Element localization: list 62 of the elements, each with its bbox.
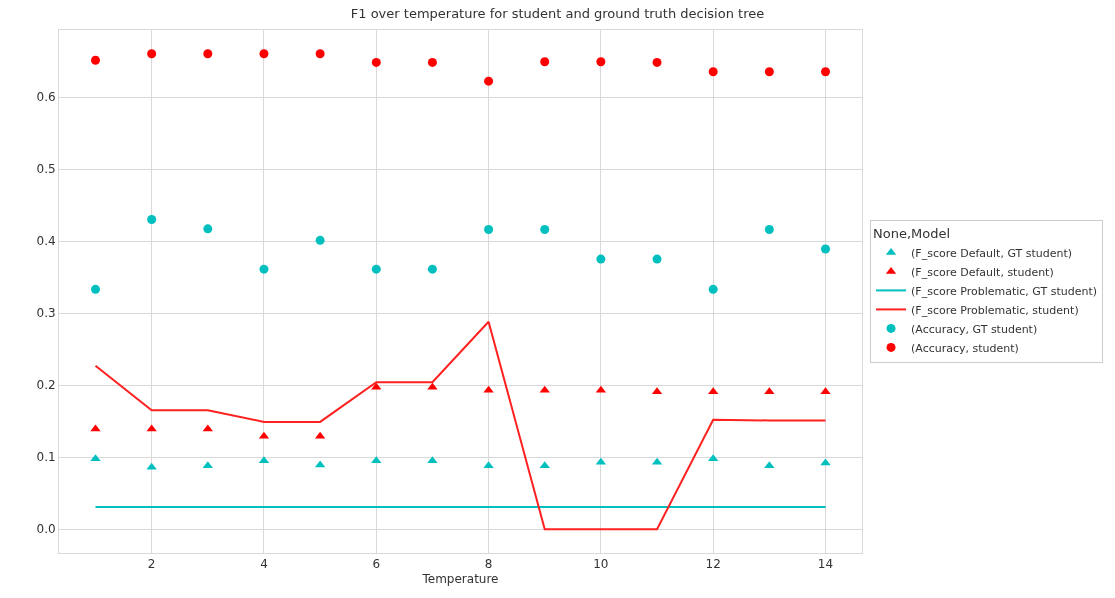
- point: [764, 67, 774, 77]
- legend-label: (F_score Default, student): [911, 265, 1054, 279]
- point: [371, 456, 382, 464]
- point: [821, 244, 830, 254]
- point: [764, 225, 774, 235]
- point: [90, 424, 101, 432]
- point: [484, 76, 494, 86]
- y-tick-label: 0.5: [36, 162, 56, 177]
- point: [821, 67, 830, 77]
- legend-title: None,Model: [873, 225, 951, 241]
- point: [259, 49, 269, 59]
- point: [147, 214, 157, 224]
- x-tick-label: 8: [484, 557, 493, 572]
- legend-label: (Accuracy, GT student): [911, 322, 1038, 336]
- y-tick-label: 0.3: [36, 306, 56, 321]
- x-tick-label: 6: [372, 557, 381, 572]
- point: [146, 462, 157, 470]
- point: [596, 254, 606, 264]
- legend-label: (Accuracy, student): [911, 341, 1019, 355]
- point: [91, 55, 100, 65]
- point: [371, 382, 382, 390]
- point: [427, 456, 438, 464]
- x-tick-label: 2: [147, 557, 156, 572]
- legend-label: (F_score Problematic, GT student): [911, 284, 1098, 298]
- point: [91, 284, 100, 294]
- y-tick-label: 0.0: [36, 522, 56, 537]
- y-tick-label: 0.1: [36, 450, 56, 465]
- point: [652, 254, 662, 264]
- chart-title: F1 over temperature for student and ground truth decision tree: [350, 6, 765, 22]
- point: [596, 57, 606, 67]
- point: [259, 264, 269, 274]
- x-axis-title: Temperature: [421, 572, 499, 587]
- point: [820, 458, 831, 466]
- line-series: [94, 320, 827, 531]
- point: [483, 461, 494, 469]
- point: [708, 284, 718, 294]
- x-tick-label: 10: [593, 557, 609, 572]
- point: [539, 461, 550, 469]
- point: [203, 224, 213, 234]
- point: [764, 461, 775, 469]
- y-tick-label: 0.4: [36, 234, 56, 249]
- point: [371, 57, 381, 67]
- x-tick-label: 12: [705, 557, 721, 572]
- point: [203, 49, 213, 59]
- point: [427, 264, 437, 274]
- point: [708, 67, 718, 77]
- point: [315, 235, 325, 245]
- x-tick-label: 14: [817, 557, 834, 572]
- point: [484, 225, 494, 235]
- y-tick-label: 0.2: [36, 378, 56, 393]
- point: [315, 49, 325, 59]
- legend-label: (F_score Default, GT student): [911, 246, 1073, 260]
- point: [540, 225, 550, 235]
- legend-label: (F_score Problematic, student): [911, 303, 1079, 317]
- y-tick-label: 0.6: [36, 90, 56, 105]
- point: [652, 57, 662, 67]
- point: [427, 57, 437, 67]
- x-tick-label: 4: [260, 557, 268, 572]
- point: [147, 49, 157, 59]
- point: [371, 264, 381, 274]
- point: [427, 382, 438, 390]
- point: [540, 57, 550, 67]
